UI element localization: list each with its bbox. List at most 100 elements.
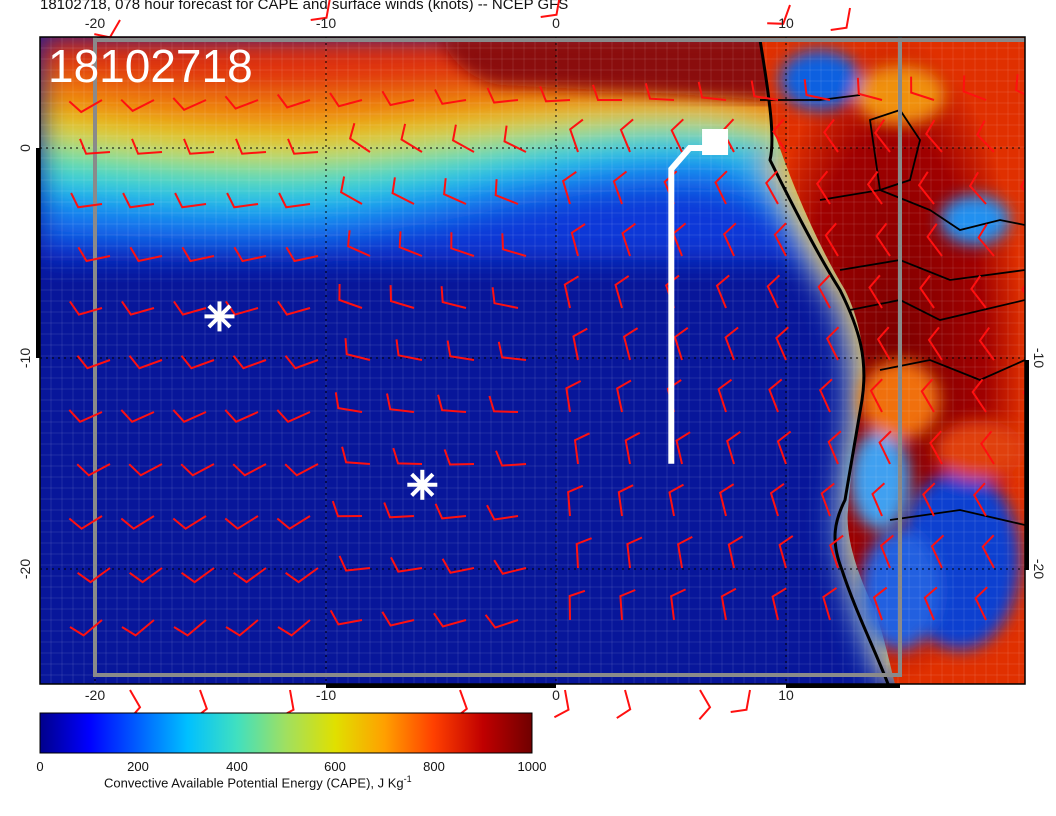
domain-frame: [93, 37, 902, 677]
wind-barb: [122, 192, 155, 209]
wind-barb: [803, 78, 831, 101]
wind-barb: [383, 502, 415, 519]
wind-barb: [120, 409, 155, 424]
wind-barb: [714, 170, 728, 205]
lon-tick-top: -20: [85, 15, 105, 31]
wind-barb: [329, 92, 363, 108]
wind-barb: [573, 432, 590, 465]
wind-barb: [977, 223, 995, 257]
asterisk-south-marker: [407, 469, 438, 500]
wind-barb: [570, 223, 586, 257]
wind-barb: [572, 327, 588, 361]
wind-barb: [450, 232, 475, 257]
wind-barb: [287, 138, 319, 155]
wind-barb: [172, 515, 207, 530]
wind-barb: [434, 503, 467, 520]
wind-barb: [875, 222, 891, 257]
lat-tick-right: -20: [1031, 559, 1047, 579]
wind-barb: [233, 246, 267, 263]
wind-barb: [922, 482, 936, 517]
wind-barb: [776, 430, 792, 465]
wind-barb: [872, 586, 888, 621]
wind-barb: [494, 179, 519, 205]
wind-barb: [717, 378, 733, 413]
wind-barb: [440, 286, 467, 309]
africa-coastline: [758, 39, 890, 684]
wind-barb: [277, 619, 311, 637]
wind-barb: [121, 619, 155, 637]
wind-barb: [235, 138, 267, 155]
wind-barb: [668, 483, 684, 517]
wind-barb: [575, 537, 592, 569]
asterisk-markers: [204, 301, 438, 500]
wind-barb: [310, 0, 331, 21]
wind-barb: [772, 118, 787, 153]
country-borders: [819, 189, 1025, 526]
wind-barb: [569, 118, 584, 153]
lat-tick-left: -10: [17, 348, 33, 368]
wind-barbs: [68, 74, 1039, 637]
wind-barb: [224, 409, 259, 424]
lon-tick-bottom: -20: [85, 687, 105, 703]
wind-barb: [919, 274, 935, 309]
wind-barb: [172, 97, 207, 112]
wind-barb: [180, 355, 215, 370]
wind-barb: [724, 326, 739, 361]
wind-barb: [561, 170, 577, 205]
wind-barb: [727, 535, 744, 569]
wind-barb: [68, 99, 103, 114]
wind-barb: [766, 274, 781, 309]
wind-barb: [673, 326, 689, 361]
lat-tick-left: 0: [17, 144, 33, 152]
wind-barb: [612, 170, 628, 205]
wind-barb: [285, 567, 319, 584]
wind-barb: [181, 567, 215, 584]
wind-barb: [1027, 587, 1039, 620]
wind-barb: [750, 80, 779, 101]
wind-barb: [879, 534, 894, 569]
wind-barb: [121, 300, 155, 316]
wind-barb: [484, 614, 519, 629]
wind-barb: [224, 95, 259, 110]
wind-barb: [622, 327, 639, 361]
wind-barb: [614, 275, 630, 309]
wind-barb: [675, 431, 691, 465]
wind-barb: [341, 446, 371, 465]
left-axis-labels: 0 -10 -20: [17, 144, 33, 579]
wind-barb: [503, 125, 527, 153]
top-axis-labels: -20 -10 0 10: [85, 15, 794, 31]
wind-barb: [815, 170, 831, 205]
wind-barb: [920, 378, 935, 413]
lon-tick-bottom: 10: [778, 687, 794, 703]
wind-barb: [925, 119, 943, 153]
wind-barb: [277, 300, 311, 316]
wind-barb: [79, 138, 111, 155]
wind-barb: [348, 122, 371, 153]
wind-barb: [619, 118, 634, 153]
wind-barb: [284, 355, 319, 370]
wind-barb: [398, 231, 423, 257]
wind-barb: [76, 463, 111, 477]
wind-barb: [981, 534, 995, 569]
wind-barb: [929, 430, 943, 465]
wind-barb: [68, 515, 103, 530]
wind-barb: [1022, 389, 1025, 397]
wind-barb: [818, 378, 833, 413]
wind-barb: [128, 355, 163, 370]
wind-barb: [181, 246, 215, 263]
wind-barb: [825, 326, 840, 361]
wind-barb: [172, 409, 207, 424]
wind-barb: [778, 535, 794, 569]
wind-barb: [68, 409, 103, 424]
wind-barb: [381, 90, 415, 107]
wind-barb: [568, 589, 586, 621]
wind-barb: [621, 222, 636, 257]
wind-barb: [1021, 283, 1025, 295]
wind-barb: [775, 326, 789, 361]
date-stamp: 18102718: [48, 40, 253, 92]
wind-barb: [501, 233, 527, 257]
wind-barb: [493, 559, 527, 575]
wind-barb: [491, 287, 519, 309]
wind-barb: [486, 504, 519, 521]
